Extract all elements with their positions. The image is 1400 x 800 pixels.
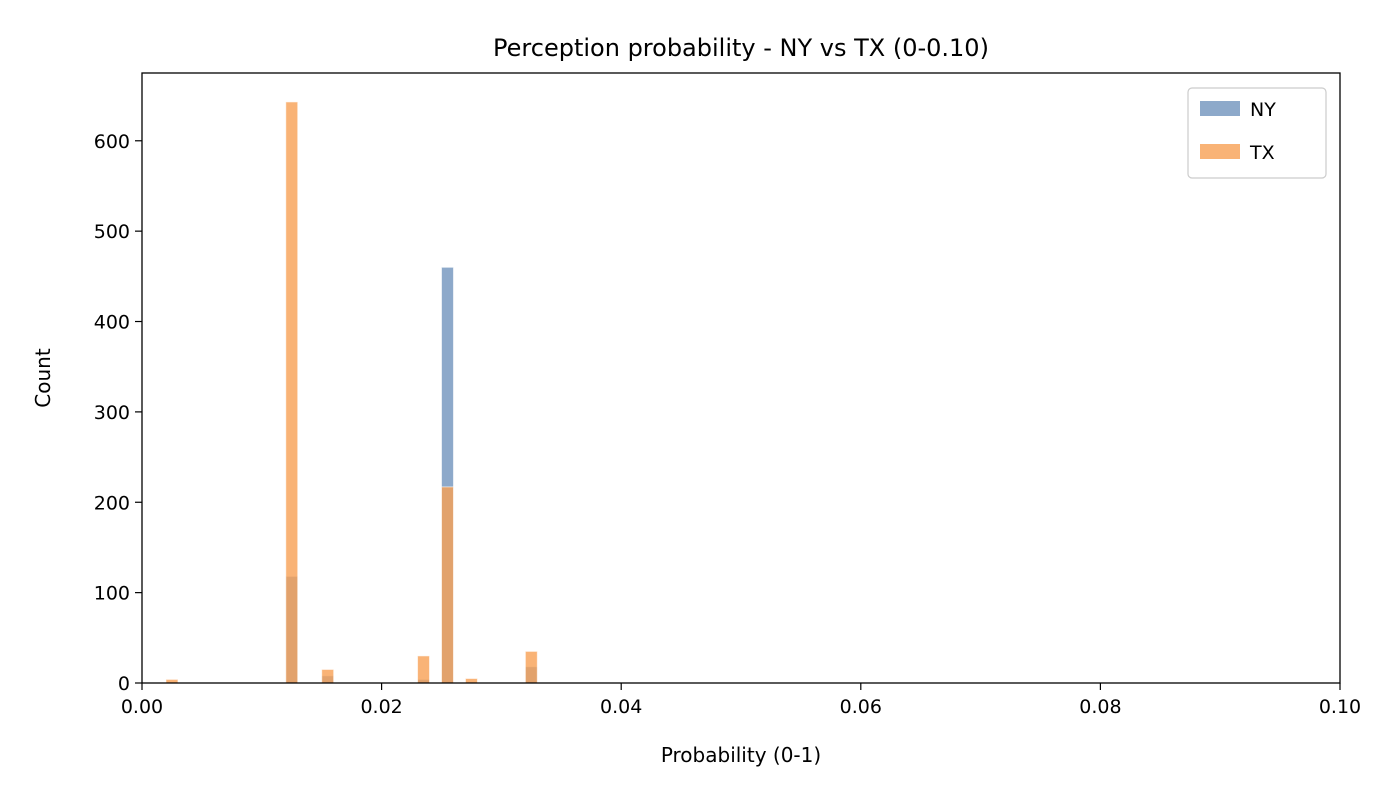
bar-tx-4 xyxy=(441,486,454,684)
y-tick-label: 400 xyxy=(94,312,130,334)
y-tick-label: 600 xyxy=(94,131,130,153)
legend: NY TX xyxy=(1187,87,1327,179)
y-tick-label: 0 xyxy=(118,673,130,695)
x-tick-label: 0.02 xyxy=(360,696,402,718)
x-axis-ticks: 0.00 0.02 0.04 0.06 0.08 0.10 xyxy=(121,683,1361,718)
y-axis-ticks: 0 100 200 300 400 500 600 xyxy=(94,131,142,695)
x-tick-label: 0.06 xyxy=(840,696,882,718)
y-tick-label: 200 xyxy=(94,492,130,514)
x-tick-label: 0.00 xyxy=(121,696,163,718)
y-tick-label: 500 xyxy=(94,221,130,243)
bar-tx-3 xyxy=(417,655,431,684)
bar-tx-6 xyxy=(524,650,538,684)
y-axis-title: Count xyxy=(31,348,55,408)
plot-area-frame xyxy=(141,72,1341,684)
legend-label-ny: NY xyxy=(1250,99,1276,121)
legend-label-tx: TX xyxy=(1249,142,1275,164)
bars-layer xyxy=(165,101,538,684)
bar-tx-1 xyxy=(285,101,299,684)
bar-tx-2 xyxy=(321,668,335,684)
y-tick-label: 300 xyxy=(94,402,130,424)
x-tick-label: 0.10 xyxy=(1319,696,1361,718)
legend-swatch-ny xyxy=(1200,101,1240,116)
x-tick-label: 0.08 xyxy=(1079,696,1121,718)
bar-tx-5 xyxy=(464,677,478,684)
x-axis-title: Probability (0-1) xyxy=(661,743,821,767)
y-tick-label: 100 xyxy=(94,583,130,605)
x-tick-label: 0.04 xyxy=(600,696,642,718)
legend-swatch-tx xyxy=(1200,144,1240,159)
chart-title: Perception probability - NY vs TX (0-0.1… xyxy=(493,34,989,62)
